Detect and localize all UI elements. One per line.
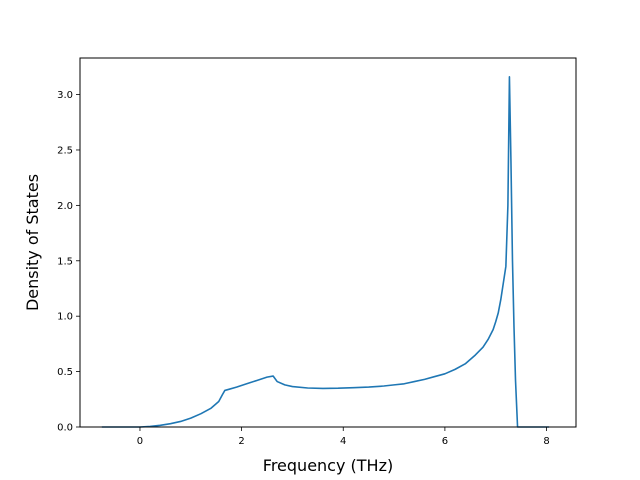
x-tick-label: 8 [543, 436, 549, 447]
x-tick-label: 4 [340, 436, 346, 447]
x-axis: 0 2 4 6 8 [137, 427, 550, 447]
plot-area [101, 76, 550, 428]
y-tick-label: 3.0 [57, 90, 73, 101]
y-tick-label: 1.0 [57, 312, 73, 323]
y-tick-label: 2.0 [57, 201, 73, 212]
plot-frame [79, 57, 577, 428]
x-axis-label: Frequency (THz) [263, 456, 393, 475]
y-axis-label: Density of States [23, 174, 42, 311]
y-tick-label: 2.5 [57, 145, 73, 156]
y-tick-label: 0.5 [57, 367, 73, 378]
x-tick-label: 2 [238, 436, 244, 447]
x-tick-label: 0 [137, 436, 143, 447]
dos-series-line [101, 76, 550, 428]
y-tick-label: 1.5 [57, 256, 73, 267]
y-axis: 0.0 0.5 1.0 1.5 2.0 2.5 3.0 [57, 90, 80, 434]
x-tick-label: 6 [442, 436, 448, 447]
y-tick-label: 0.0 [57, 423, 73, 434]
